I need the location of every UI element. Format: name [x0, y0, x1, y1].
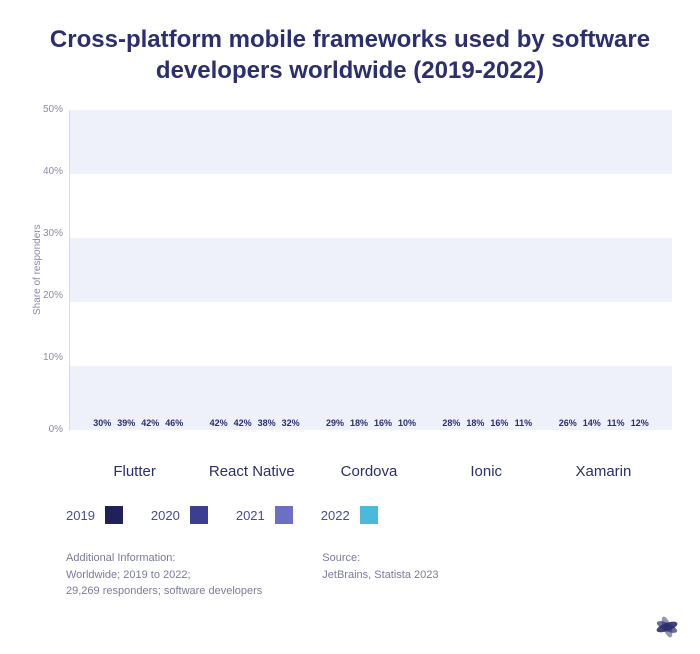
footer-source: Source: JetBrains, Statista 2023 [322, 550, 438, 600]
bar: 39% [114, 418, 138, 430]
y-tick: 50% [43, 105, 63, 115]
y-tick: 0% [43, 425, 63, 435]
bar: 16% [371, 418, 395, 430]
bar-group: 42% 42% 38% 32% [196, 418, 312, 430]
bar: 42% [138, 418, 162, 430]
legend-swatch [360, 506, 378, 524]
legend-swatch [275, 506, 293, 524]
bar-value-label: 18% [350, 418, 368, 428]
legend-label: 2022 [321, 508, 350, 523]
chart-plot: 30% 39% 42% 46% 42% 42% 38% 32% 29% 18% 16% 10% 28% 1… [69, 110, 672, 430]
bar: 14% [580, 418, 604, 430]
y-tick: 10% [43, 353, 63, 363]
bar-value-label: 16% [490, 418, 508, 428]
x-axis-label: Xamarin [545, 463, 662, 480]
bar: 18% [347, 418, 371, 430]
bar-value-label: 42% [141, 418, 159, 428]
chart-footer: Additional Information: Worldwide; 2019 … [66, 550, 672, 600]
chart-area: Share of responders 50%40%30%20%10%0% 30… [28, 110, 672, 455]
bar: 11% [604, 418, 628, 430]
chart-title: Cross-platform mobile frameworks used by… [28, 24, 672, 86]
bar: 29% [323, 418, 347, 430]
bar-value-label: 29% [326, 418, 344, 428]
bar-value-label: 18% [466, 418, 484, 428]
brand-logo-icon [654, 614, 680, 640]
bar: 38% [255, 418, 279, 430]
bar: 42% [231, 418, 255, 430]
bar: 16% [487, 418, 511, 430]
footer-source-line: JetBrains, Statista 2023 [322, 567, 438, 584]
bar: 12% [628, 418, 652, 430]
bar-value-label: 38% [258, 418, 276, 428]
y-tick: 20% [43, 291, 63, 301]
y-axis-label: Share of responders [28, 110, 43, 430]
legend-label: 2021 [236, 508, 265, 523]
x-axis-label: Flutter [76, 463, 193, 480]
legend-item: 2019 [66, 506, 123, 524]
x-axis-label: Ionic [428, 463, 545, 480]
bar-value-label: 10% [398, 418, 416, 428]
y-tick: 40% [43, 167, 63, 177]
bar-value-label: 11% [515, 418, 533, 428]
footer-info-line1: Worldwide; 2019 to 2022; [66, 567, 262, 584]
bar: 32% [279, 418, 303, 430]
bar: 11% [511, 418, 535, 430]
bar-value-label: 42% [210, 418, 228, 428]
chart-bar-groups: 30% 39% 42% 46% 42% 42% 38% 32% 29% 18% 16% 10% 28% 1… [70, 110, 672, 430]
y-tick: 30% [43, 229, 63, 239]
legend-swatch [105, 506, 123, 524]
footer-source-title: Source: [322, 550, 438, 567]
bar: 46% [162, 418, 186, 430]
bar-value-label: 42% [234, 418, 252, 428]
bar: 42% [207, 418, 231, 430]
legend-label: 2020 [151, 508, 180, 523]
x-axis: FlutterReact NativeCordovaIonicXamarin [66, 463, 672, 480]
legend-item: 2022 [321, 506, 378, 524]
bar-group: 28% 18% 16% 11% [429, 418, 545, 430]
bar-value-label: 30% [93, 418, 111, 428]
y-axis-ticks: 50%40%30%20%10%0% [43, 110, 69, 430]
bar-value-label: 14% [583, 418, 601, 428]
bar: 28% [439, 418, 463, 430]
bar: 18% [463, 418, 487, 430]
legend-swatch [190, 506, 208, 524]
footer-info: Additional Information: Worldwide; 2019 … [66, 550, 262, 600]
bar-value-label: 28% [442, 418, 460, 428]
legend-item: 2021 [236, 506, 293, 524]
footer-info-line2: 29,269 responders; software developers [66, 583, 262, 600]
legend-item: 2020 [151, 506, 208, 524]
x-axis-label: Cordova [310, 463, 427, 480]
legend-label: 2019 [66, 508, 95, 523]
bar-value-label: 26% [559, 418, 577, 428]
bar-value-label: 12% [631, 418, 649, 428]
bar: 10% [395, 418, 419, 430]
bar-group: 30% 39% 42% 46% [80, 418, 196, 430]
bar-group: 26% 14% 11% 12% [546, 418, 662, 430]
footer-info-title: Additional Information: [66, 550, 262, 567]
bar: 30% [90, 418, 114, 430]
x-axis-label: React Native [193, 463, 310, 480]
chart-legend: 2019 2020 2021 2022 [66, 506, 672, 524]
bar: 26% [556, 418, 580, 430]
bar-value-label: 46% [165, 418, 183, 428]
bar-value-label: 16% [374, 418, 392, 428]
bar-value-label: 32% [282, 418, 300, 428]
bar-value-label: 11% [607, 418, 625, 428]
bar-value-label: 39% [117, 418, 135, 428]
bar-group: 29% 18% 16% 10% [313, 418, 429, 430]
